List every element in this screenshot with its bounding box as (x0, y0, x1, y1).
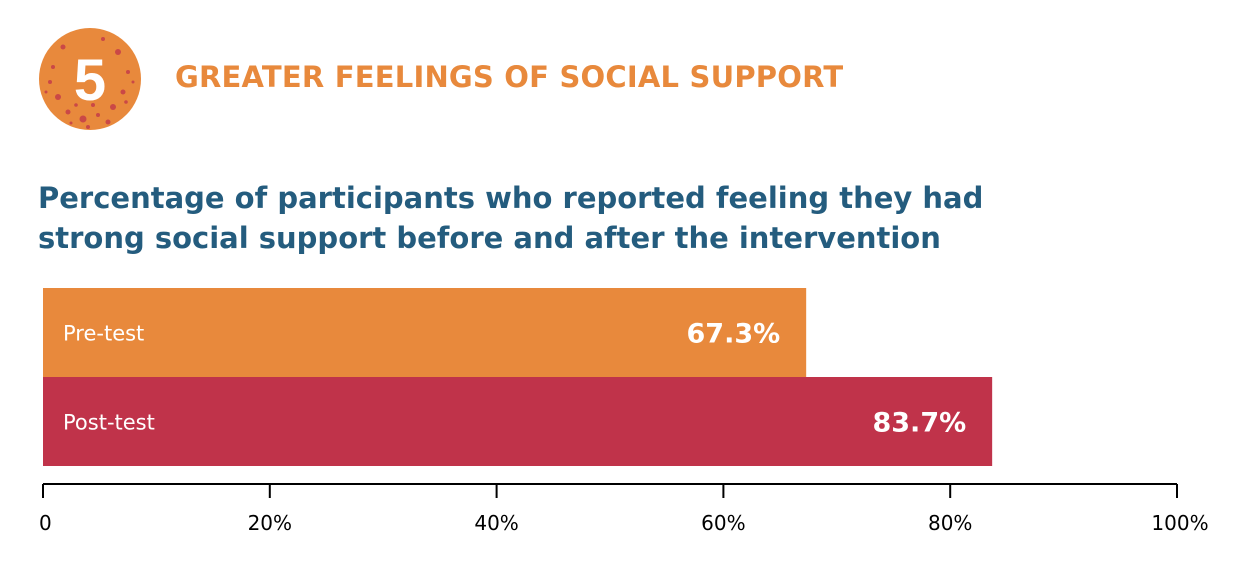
section-number-badge: 5 (38, 27, 142, 131)
bar-post-test (43, 377, 993, 466)
bar-category-label: Post-test (63, 411, 155, 435)
chart-title: Percentage of participants who reported … (38, 181, 984, 255)
bar-value-label: 83.7% (872, 408, 966, 439)
x-axis-tick-label: 40% (474, 511, 518, 535)
x-axis-tick-label: 20% (248, 511, 292, 535)
section-title: GREATER FEELINGS OF SOCIAL SUPPORT (175, 60, 844, 94)
bar-value-label: 67.3% (687, 319, 781, 350)
badge-circle-icon: 5 (39, 28, 141, 130)
x-axis-tick-label: 80% (928, 511, 972, 535)
x-axis-tick-label: 60% (701, 511, 745, 535)
bar-pre-test (43, 288, 807, 377)
x-axis-tick-label: 0 (39, 511, 52, 535)
x-axis-tick-label: 100% (1151, 511, 1208, 535)
bar-category-label: Pre-test (63, 322, 144, 346)
badge-number: 5 (74, 48, 106, 113)
